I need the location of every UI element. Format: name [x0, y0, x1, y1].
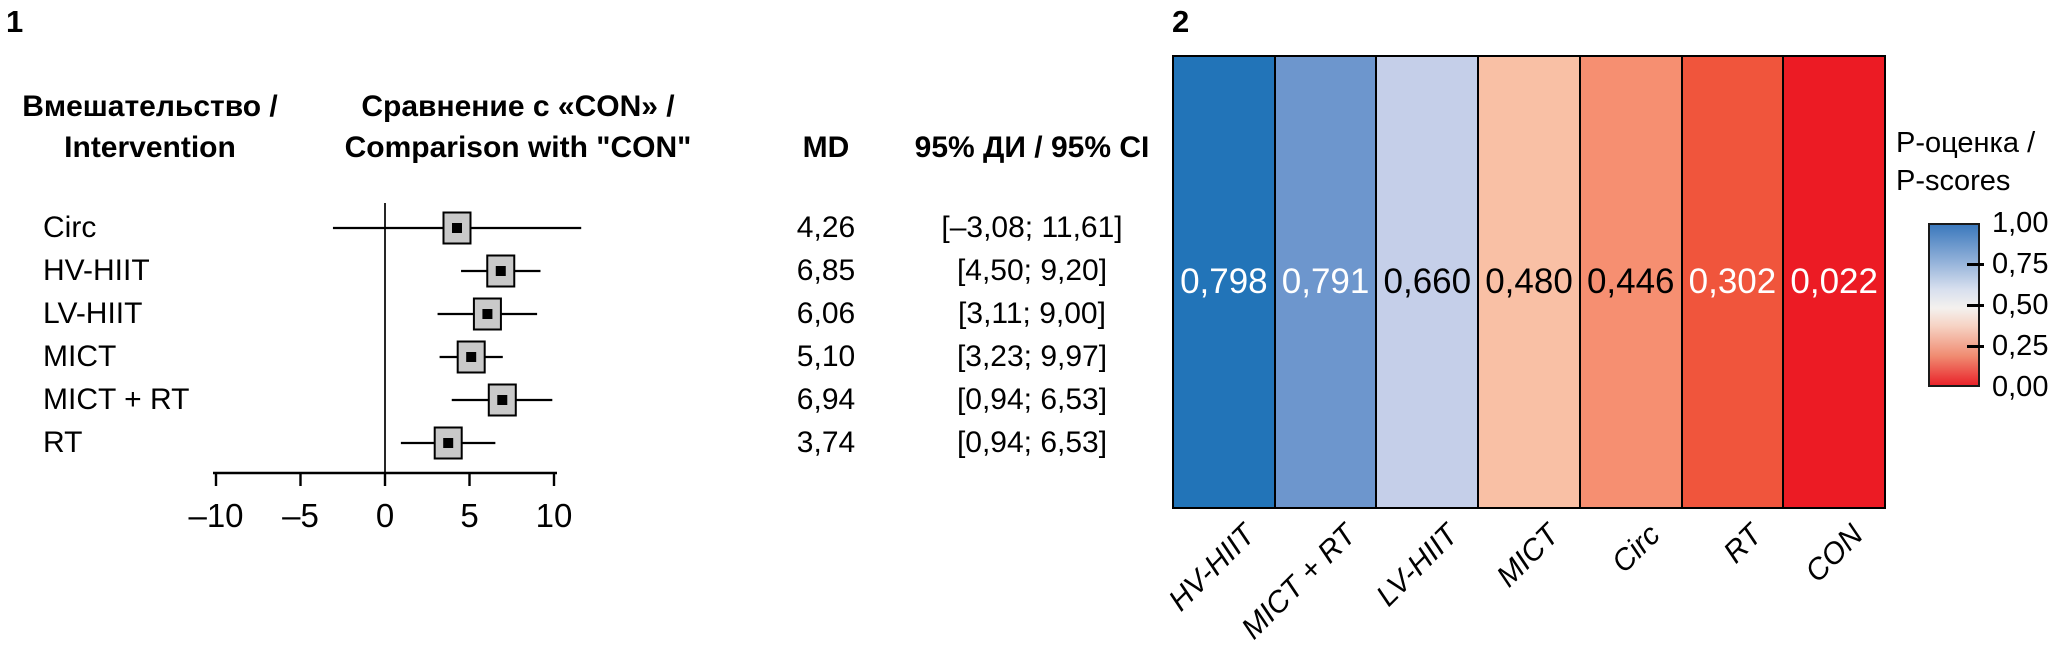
md-value: 6,85	[796, 254, 856, 287]
colorbar-tick-label: 1,00	[1992, 207, 2049, 239]
point-estimate-marker	[451, 223, 462, 233]
forest-header-intervention-line-1: Вмешательство /	[22, 90, 278, 123]
x-axis-tick-label: 5	[460, 497, 478, 534]
legend-title-line-2: P-scores	[1896, 165, 2011, 197]
forest-header-ci: 95% ДИ / 95% CI	[914, 131, 1150, 164]
md-value: 6,94	[796, 383, 856, 416]
point-estimate-marker	[482, 309, 493, 319]
colorbar-tick-label: 0,50	[1992, 289, 2049, 321]
heatmap-value: 0,660	[1383, 262, 1472, 301]
forest-header-intervention-line-2: Intervention	[64, 131, 236, 164]
forest-row-label: MICT	[43, 340, 117, 373]
ci-value: [3,11; 9,00]	[958, 297, 1106, 330]
heatmap-cell: 0,022	[1784, 57, 1885, 507]
colorbar-tick	[1967, 345, 1984, 348]
point-estimate-marker	[495, 266, 506, 276]
legend-title: Р-оценка / P-scores	[1896, 124, 2035, 200]
heatmap-cell: 0,791	[1275, 57, 1378, 507]
ci-value: [0,94; 6,53]	[956, 383, 1108, 416]
point-estimate-marker	[466, 352, 477, 362]
heatmap-value: 0,791	[1281, 262, 1370, 301]
colorbar-tick	[1967, 263, 1984, 266]
point-estimate-marker	[497, 395, 508, 405]
colorbar-tick-label: 0,25	[1992, 330, 2049, 362]
heatmap-cell: 0,798	[1174, 57, 1276, 507]
x-axis-tick-label: 10	[536, 497, 573, 534]
forest-row-label: MICT + RT	[43, 383, 190, 416]
forest-header-intervention: Вмешательство / Intervention	[0, 86, 300, 168]
colorbar-tick-label: 0,75	[1992, 248, 2049, 280]
forest-row-label: LV-HIIT	[43, 297, 143, 330]
panel-1-label: 1	[6, 4, 24, 39]
x-axis-tick-label: –5	[282, 497, 319, 534]
forest-row-label: HV-HIIT	[43, 254, 150, 287]
forest-row-label: RT	[43, 426, 83, 459]
forest-header-md: MD	[802, 131, 850, 164]
heatmap-cell: 0,446	[1580, 57, 1683, 507]
panel-2-label: 2	[1172, 4, 1190, 39]
heatmap-value: 0,480	[1485, 262, 1573, 301]
md-value: 3,74	[796, 426, 856, 459]
forest-header-comparison-line-1: Сравнение с «CON» /	[361, 90, 675, 123]
x-axis-tick-label: 0	[376, 497, 394, 534]
forest-row-label: Circ	[43, 211, 97, 244]
ci-value: [–3,08; 11,61]	[941, 211, 1123, 244]
md-value: 6,06	[796, 297, 856, 330]
heatmap-value: 0,798	[1180, 262, 1268, 301]
heatmap-value: 0,446	[1586, 262, 1675, 301]
legend-colorbar	[1928, 223, 1980, 387]
pscore-heatmap: 0,798 0,791 0,660 0,480 0,446 0,302 0,022	[1172, 55, 1886, 509]
heatmap-value: 0,022	[1790, 262, 1878, 301]
point-estimate-marker	[443, 438, 454, 448]
ci-value: [3,23; 9,97]	[956, 340, 1108, 373]
legend-title-line-1: Р-оценка /	[1896, 127, 2036, 159]
colorbar-tick-label: 0,00	[1992, 371, 2049, 403]
colorbar-tick	[1967, 304, 1984, 307]
x-axis-tick-label: –10	[188, 497, 243, 534]
md-value: 5,10	[796, 340, 856, 373]
forest-header-comparison-line-2: Comparison with "CON"	[344, 131, 692, 164]
forest-header-comparison: Сравнение с «CON» / Comparison with "CON…	[328, 86, 708, 168]
heatmap-cell: 0,660	[1377, 57, 1480, 507]
ci-value: [0,94; 6,53]	[956, 426, 1108, 459]
effect-box	[442, 211, 472, 245]
md-value: 4,26	[796, 211, 856, 244]
ci-value: [4,50; 9,20]	[956, 254, 1108, 287]
heatmap-value: 0,302	[1688, 262, 1777, 301]
heatmap-cell: 0,480	[1479, 57, 1581, 507]
heatmap-cell: 0,302	[1682, 57, 1785, 507]
